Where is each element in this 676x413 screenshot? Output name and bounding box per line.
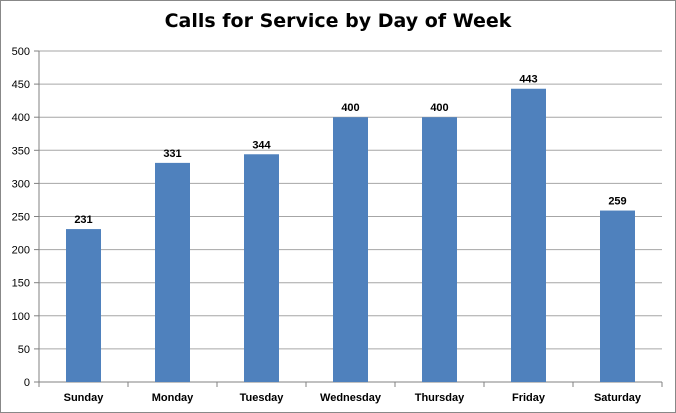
bar-thursday <box>422 117 457 382</box>
data-label: 344 <box>252 139 271 151</box>
x-tick-label: Friday <box>512 392 546 404</box>
x-tick-label: Sunday <box>64 392 105 404</box>
y-tick-label: 500 <box>12 46 30 58</box>
x-tick-label: Wednesday <box>320 392 382 404</box>
data-label: 331 <box>163 148 181 160</box>
y-tick-label: 0 <box>24 377 30 389</box>
y-tick-label: 300 <box>12 178 30 190</box>
y-tick-label: 50 <box>18 344 30 356</box>
chart-title: Calls for Service by Day of Week <box>164 10 512 32</box>
y-tick-label: 350 <box>12 145 30 157</box>
data-labels: 231 331 344 400 400 443 259 <box>74 74 626 226</box>
data-label: 400 <box>341 102 359 114</box>
y-tick-label: 150 <box>12 278 30 290</box>
bar-monday <box>155 162 190 382</box>
y-tick-label: 400 <box>12 112 30 124</box>
data-label: 400 <box>430 102 448 114</box>
y-tick-label: 450 <box>12 79 30 91</box>
x-tick-label: Saturday <box>594 392 642 404</box>
bar-sunday <box>66 229 101 382</box>
x-tick-label: Thursday <box>415 392 465 404</box>
data-label: 259 <box>608 196 626 208</box>
bar-friday <box>511 88 546 382</box>
x-tick-label: Tuesday <box>240 392 285 404</box>
y-tick-label: 250 <box>12 212 30 224</box>
data-label: 231 <box>74 214 92 226</box>
x-tick-label: Monday <box>152 392 194 404</box>
x-tick-labels: Sunday Monday Tuesday Wednesday Thursday Frid… <box>64 392 642 404</box>
bar-saturday <box>600 210 635 382</box>
bars <box>66 88 635 382</box>
y-tick-label: 100 <box>12 311 30 323</box>
y-tick-labels: 0 50 100 150 200 250 300 350 400 450 500 <box>12 46 30 389</box>
y-tick-label: 200 <box>12 245 30 257</box>
bar-wednesday <box>333 117 368 382</box>
bar-tuesday <box>244 154 279 382</box>
data-label: 443 <box>519 74 537 86</box>
